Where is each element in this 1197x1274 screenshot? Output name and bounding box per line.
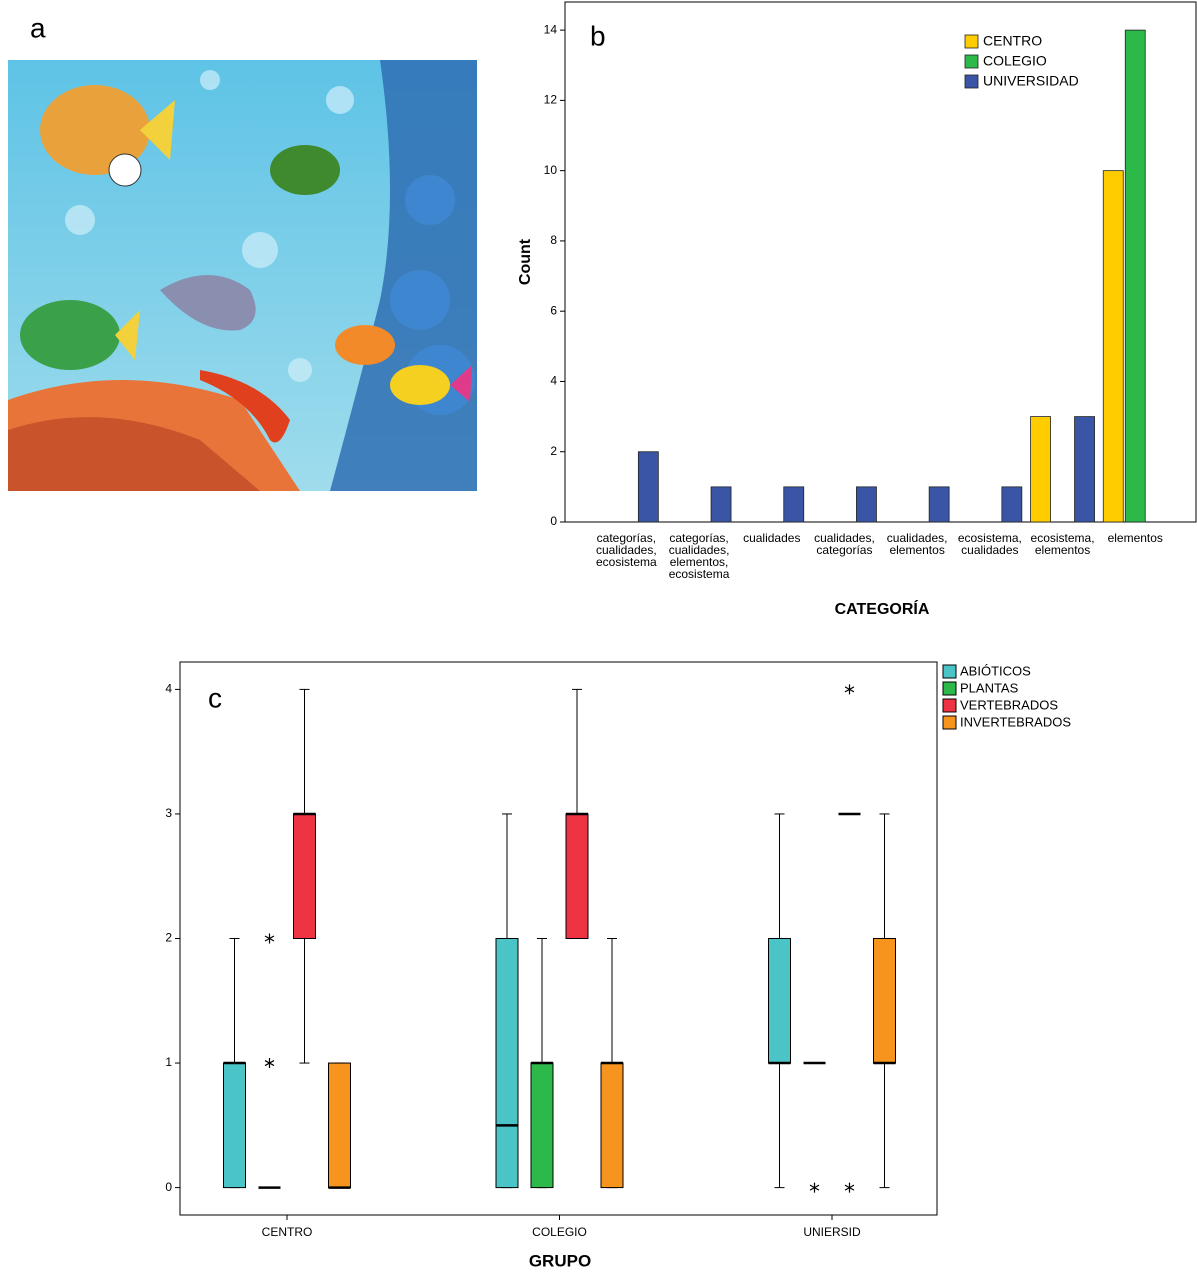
x-tick-label: ecosistema, elementos: [1031, 531, 1095, 557]
outlier: [264, 1058, 275, 1069]
bar: [637, 451, 659, 523]
bar: [1102, 170, 1124, 523]
x-tick-label: categorías, cualidades, elementos, ecosiste…: [669, 531, 730, 581]
legend-swatch: [964, 74, 979, 89]
panel-label: b: [590, 20, 606, 51]
legend-label: COLEGIO: [983, 53, 1047, 69]
y-tick-label: 4: [165, 682, 172, 696]
box: [293, 813, 316, 939]
bar: [1001, 486, 1023, 523]
legend-label: VERTEBRADOS: [960, 697, 1058, 712]
y-tick-label: 1: [165, 1055, 172, 1069]
bar: [710, 486, 732, 523]
x-axis-title: GRUPO: [529, 1251, 591, 1270]
bar: [1074, 416, 1095, 523]
bar: [928, 486, 950, 523]
y-tick-label: 3: [165, 806, 172, 820]
bar: [856, 486, 877, 523]
x-tick-label: cualidades, categorías: [814, 531, 875, 557]
legend-swatch: [964, 34, 979, 49]
y-tick-label: 2: [165, 931, 172, 945]
bar: [1030, 416, 1051, 523]
y-tick-label: 2: [550, 444, 557, 458]
panel-label: c: [208, 682, 222, 713]
y-tick-label: 0: [165, 1180, 172, 1194]
box: [530, 1062, 554, 1189]
outlier: [809, 1182, 820, 1193]
legend-label: INVERTEBRADOS: [960, 714, 1071, 729]
y-tick-label: 8: [550, 233, 557, 247]
outlier: [844, 684, 855, 695]
y-tick-label: 6: [550, 303, 557, 317]
x-tick-label: ecosistema, cualidades: [958, 531, 1022, 557]
x-tick-label: CENTRO: [262, 1225, 313, 1239]
legend-label: CENTRO: [983, 33, 1042, 49]
x-tick-label: cualidades: [743, 531, 800, 545]
outlier: [844, 1182, 855, 1193]
panel-label: a: [30, 12, 46, 43]
x-tick-label: cualidades, elementos: [887, 531, 948, 557]
x-axis-title: CATEGORÍA: [835, 599, 930, 618]
x-tick-label: categorías, cualidades, ecosistema: [596, 531, 657, 569]
y-tick-label: 4: [550, 374, 557, 388]
bar: [783, 486, 805, 523]
legend-swatch: [942, 681, 957, 696]
outlier: [264, 933, 275, 944]
box: [565, 813, 589, 939]
legend-label: ABIÓTICOS: [960, 663, 1031, 678]
box: [600, 1062, 624, 1189]
box: [873, 938, 896, 1064]
y-tick-label: 14: [544, 22, 558, 36]
box: [223, 1062, 246, 1189]
y-tick-label: 0: [550, 514, 557, 528]
ocean-illustration: [8, 60, 477, 491]
plot-frame: [564, 1, 1197, 523]
box: [328, 1062, 351, 1189]
legend-label: PLANTAS: [960, 680, 1019, 695]
legend-label: UNIVERSIDAD: [983, 73, 1079, 89]
legend-swatch: [942, 715, 957, 730]
y-tick-label: 10: [544, 163, 558, 177]
x-tick-label: UNIERSID: [803, 1225, 861, 1239]
legend-swatch: [964, 54, 979, 69]
legend-swatch: [942, 698, 957, 713]
box: [768, 938, 791, 1064]
bar: [1124, 29, 1146, 523]
y-axis-title: Count: [517, 238, 534, 285]
box: [495, 938, 519, 1189]
x-tick-label: COLEGIO: [532, 1225, 587, 1239]
legend-swatch: [942, 664, 957, 679]
y-tick-label: 12: [544, 93, 558, 107]
x-tick-label: elementos: [1108, 531, 1163, 545]
